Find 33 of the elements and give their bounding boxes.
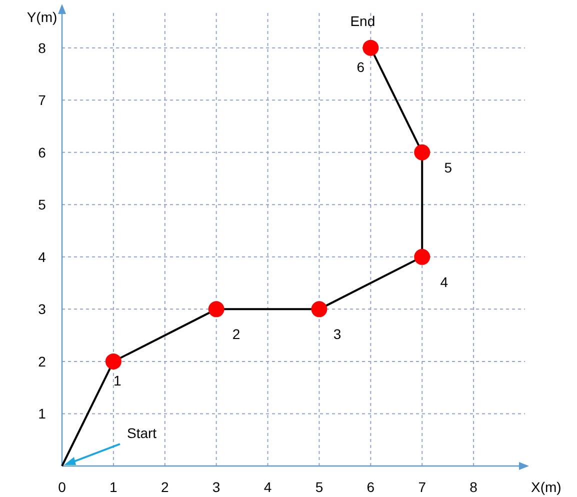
y-tick-label: 5 [38,196,46,213]
y-tick-label: 7 [38,92,46,108]
point [362,40,379,56]
x-tick-label: 8 [470,479,478,495]
x-tick-label: 0 [58,479,66,495]
x-tick-label: 1 [110,479,118,495]
y-tick-label: 2 [38,353,46,370]
annotation: End [350,12,376,29]
y-tick-label: 1 [38,406,46,422]
y-tick-label: 8 [38,40,46,56]
annotation: 3 [333,326,342,342]
annotation: 5 [444,159,452,176]
point [105,353,122,370]
annotation: 1 [114,372,122,388]
y-tick-label: 6 [38,144,46,160]
x-tick-label: 7 [418,479,426,495]
x-tick-label: 5 [315,479,324,495]
annotation: 4 [440,274,448,290]
x-tick-label: 3 [212,479,220,495]
point [208,301,224,318]
x-tick-label: 2 [160,479,169,495]
annotation: 6 [356,58,365,75]
y-tick-label: 4 [38,248,46,265]
y-axis-title: Y(m) [26,9,58,25]
y-tick-label: 3 [38,301,46,318]
x-tick-label: 6 [366,479,375,495]
x-axis-title: X(m) [531,479,562,495]
x-tick-label: 4 [264,479,272,495]
annotation: Start [127,425,157,441]
annotation: 2 [232,326,240,342]
point [414,144,430,160]
point [414,248,430,265]
point [311,301,328,318]
